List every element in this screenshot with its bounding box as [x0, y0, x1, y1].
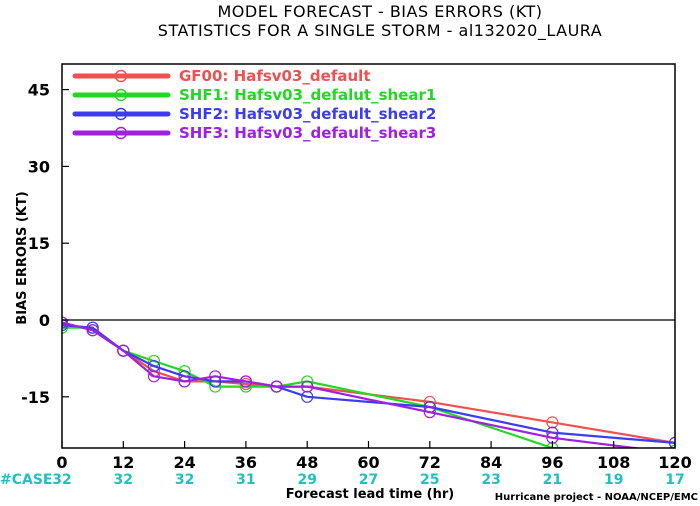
series-4-point	[147, 370, 161, 383]
x-tick-label: 12	[112, 453, 134, 472]
series-4-point	[86, 324, 99, 337]
series-4-point	[178, 375, 191, 388]
legend-marker-2	[114, 88, 128, 102]
x-tick-label: 0	[56, 453, 67, 472]
series-4-point	[270, 380, 283, 393]
credit-text: Hurricane project - NOAA/NCEP/EMC	[495, 492, 698, 503]
series-4-point	[117, 344, 130, 357]
chart-title: MODEL FORECAST - BIAS ERRORS (KT)	[217, 2, 542, 21]
legend-label-1: GF00: Hafsv03_default	[179, 67, 370, 85]
legend-label-2: SHF1: Hafsv03_defalut_shear1	[179, 86, 436, 104]
case-count: 25	[420, 472, 439, 488]
y-tick-label: 15	[28, 234, 50, 253]
plot-area: 0 12 24 36 48 60 72 84 96 108 120 -15 0 15 30 45 32 32 32 3…	[21, 63, 692, 488]
case-count: 32	[52, 472, 71, 488]
legend-label-4: SHF3: Hafsv03_default_shear3	[179, 124, 436, 142]
series-3-point	[668, 436, 675, 448]
x-tick-label: 120	[658, 453, 691, 472]
series-4-point	[301, 380, 314, 393]
chart-subtitle: STATISTICS FOR A SINGLE STORM - al132020…	[158, 21, 602, 41]
legend-marker-1	[114, 69, 128, 83]
y-tick-label: 30	[28, 157, 50, 176]
y-tick-label: 45	[28, 81, 50, 100]
y-axis-title: BIAS ERRORS (KT)	[15, 191, 30, 324]
case-count: 31	[236, 472, 255, 488]
series-3-point	[147, 359, 161, 373]
x-tick-label: 36	[235, 453, 257, 472]
series-1-point	[546, 416, 559, 429]
x-tick-label: 24	[173, 453, 195, 472]
series-4-point	[239, 375, 252, 388]
series-3-point	[301, 390, 314, 403]
series-line-1	[62, 321, 675, 444]
x-axis-title: Forecast lead time (hr)	[286, 487, 454, 502]
x-tick-label: 48	[296, 453, 318, 472]
case-count: 17	[665, 472, 684, 488]
legend-marker-4	[114, 126, 128, 140]
case-count: 21	[543, 472, 562, 488]
case-count: 32	[114, 472, 133, 488]
case-count: 29	[297, 472, 316, 488]
series-line-2	[62, 326, 605, 448]
case-count: 23	[481, 472, 500, 488]
y-tick-label: 0	[39, 311, 50, 330]
x-tick-label: 60	[357, 453, 379, 472]
y-tick-label: -15	[21, 388, 50, 407]
series-group	[62, 316, 675, 448]
x-tick-label: 108	[597, 453, 630, 472]
series-4-point	[209, 370, 222, 383]
x-tick-label: 84	[480, 453, 502, 472]
x-tick-label: 72	[419, 453, 441, 472]
case-count: 19	[604, 472, 623, 488]
legend-label-3: SHF2: Hafsv03_default_shear2	[179, 105, 436, 123]
case-count: 32	[175, 472, 194, 488]
series-line-4	[62, 321, 644, 448]
series-line-3	[62, 324, 675, 444]
case-label: #CASE	[0, 472, 53, 488]
case-count: 27	[359, 472, 378, 488]
series-4-point	[62, 316, 69, 329]
legend-marker-3	[114, 107, 128, 121]
x-tick-label: 96	[541, 453, 563, 472]
series-4-point	[423, 406, 436, 419]
